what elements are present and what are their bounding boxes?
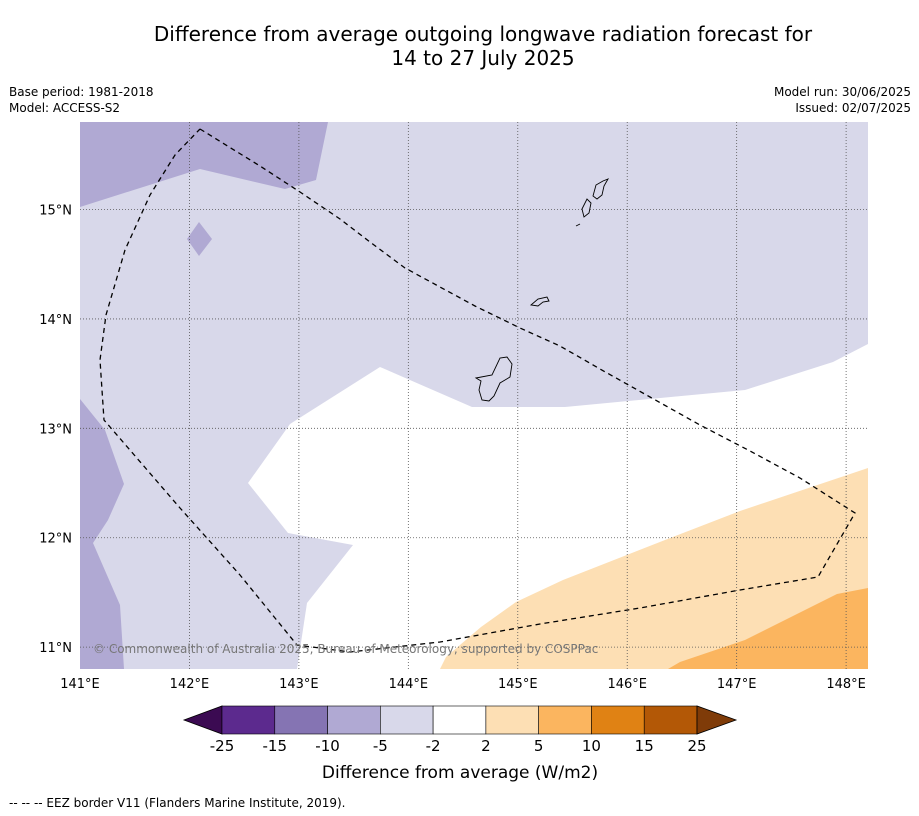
island-rota xyxy=(529,296,550,307)
colorbar-tick-label: -10 xyxy=(315,737,340,755)
island-saipan xyxy=(592,178,610,200)
colorbar-bin xyxy=(591,705,645,735)
latitude-tick-label: 14°N xyxy=(39,313,72,328)
model-run: Model run: 30/06/2025 xyxy=(773,85,911,99)
latitude-tick-label: 12°N xyxy=(39,532,72,547)
latitude-labels: 15°N 14°N 13°N 12°N 11°N xyxy=(39,204,72,657)
colorbar-bin xyxy=(274,705,328,735)
anomaly-band-minus10-minus5-west xyxy=(80,399,124,669)
island-aguijan xyxy=(575,223,581,227)
island-guam xyxy=(474,356,513,402)
base-period: Base period: 1981-2018 xyxy=(9,85,154,99)
longitude-tick-label: 143°E xyxy=(279,677,319,692)
map-title: Difference from average outgoing longwav… xyxy=(0,22,919,70)
colorbar-tick-label: -15 xyxy=(263,737,288,755)
longitude-tick-label: 148°E xyxy=(826,677,866,692)
colorbar-tick-label: 15 xyxy=(635,737,654,755)
longitude-tick-label: 141°E xyxy=(60,677,100,692)
issued-date: Issued: 02/07/2025 xyxy=(795,101,911,115)
eez-border xyxy=(99,128,856,653)
latitude-tick-label: 13°N xyxy=(39,422,72,437)
eez-legend-footer: -- -- -- EEZ border V11 (Flanders Marine… xyxy=(9,796,346,810)
colorbar-label: Difference from average (W/m2) xyxy=(322,763,598,783)
longitude-tick-label: 142°E xyxy=(170,677,210,692)
colorbar-extend-low xyxy=(182,705,223,735)
colorbar-tick-label: -5 xyxy=(373,737,388,755)
colorbar-tick-label: -2 xyxy=(426,737,441,755)
colorbar-bin xyxy=(221,705,276,735)
longitude-tick-label: 145°E xyxy=(498,677,538,692)
colorbar-bin xyxy=(538,705,592,735)
island-tinian xyxy=(581,198,592,218)
longitude-tick-label: 146°E xyxy=(607,677,647,692)
colorbar-bin xyxy=(643,705,698,735)
title-line-2: 14 to 27 July 2025 xyxy=(391,46,575,70)
colorbar-tick-label: 10 xyxy=(582,737,601,755)
map-area xyxy=(80,122,868,669)
colorbar-tick-label: 2 xyxy=(481,737,491,755)
colorbar-tick-label: 25 xyxy=(687,737,706,755)
colorbar-bin xyxy=(432,705,487,735)
copyright-text: © Commonwealth of Australia 2025, Bureau… xyxy=(93,642,598,656)
colorbar-ticks: -25 -15 -10 -5 -2 2 5 10 15 25 xyxy=(210,737,707,755)
meta-right: Model run: 30/06/2025 Issued: 02/07/2025 xyxy=(774,84,911,116)
latitude-tick-label: 11°N xyxy=(39,641,72,656)
anomaly-band-plus2-plus5 xyxy=(440,468,868,669)
title-line-1: Difference from average outgoing longwav… xyxy=(153,22,813,46)
anomaly-band-minus10-minus5-north xyxy=(80,122,328,207)
anomaly-band-plus5-plus10 xyxy=(668,588,868,669)
colorbar xyxy=(182,705,738,735)
colorbar-bin xyxy=(380,705,434,735)
longitude-tick-label: 147°E xyxy=(717,677,757,692)
colorbar-tick-label: 5 xyxy=(534,737,544,755)
colorbar-bin xyxy=(327,705,381,735)
anomaly-band-minus10-minus5-small xyxy=(187,222,212,256)
map-figure: © Commonwealth of Australia 2025, Bureau… xyxy=(39,122,868,783)
colorbar-bin xyxy=(485,705,539,735)
longitude-tick-label: 144°E xyxy=(389,677,429,692)
model-name: Model: ACCESS-S2 xyxy=(9,101,121,115)
colorbar-tick-label: -25 xyxy=(210,737,235,755)
graticule xyxy=(80,122,868,669)
colorbar-extend-high xyxy=(696,705,738,735)
meta-left: Base period: 1981-2018 Model: ACCESS-S2 xyxy=(9,84,154,116)
longitude-labels: 141°E 142°E 143°E 144°E 145°E 146°E 147°E 148°E xyxy=(60,677,866,692)
latitude-tick-label: 15°N xyxy=(39,204,72,219)
